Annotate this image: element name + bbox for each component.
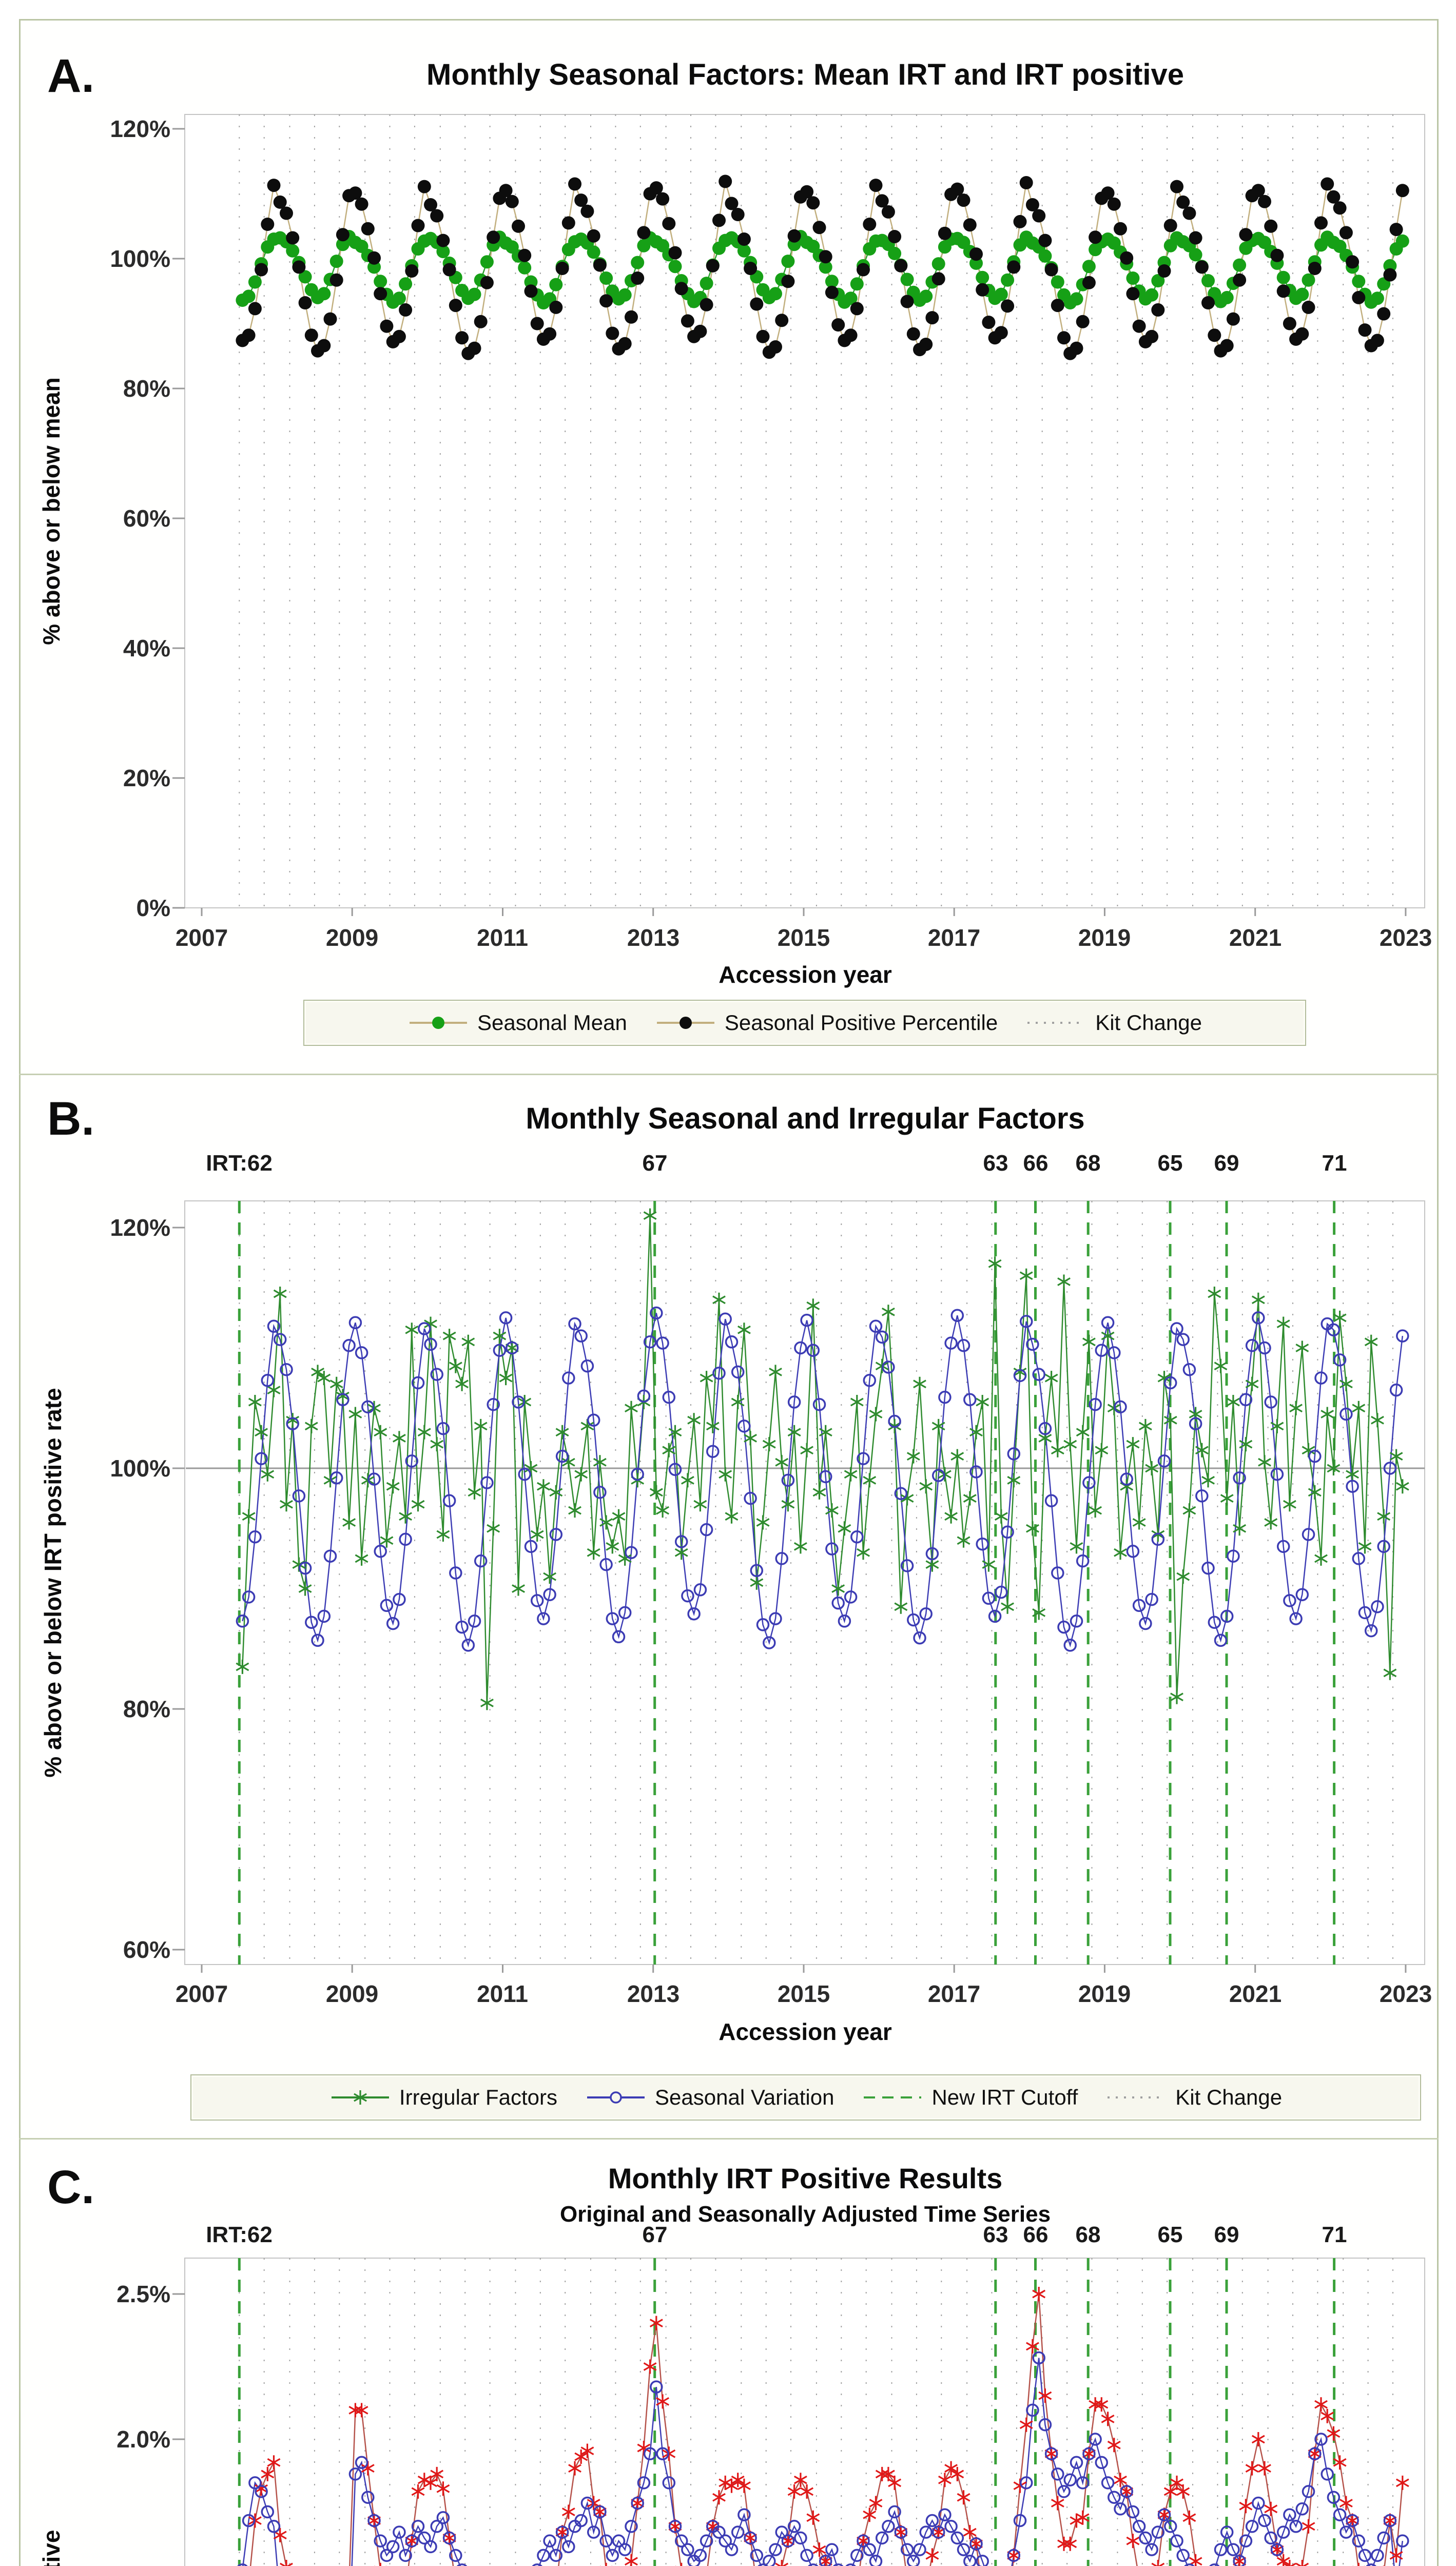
y-tick-label: 40% — [123, 635, 170, 662]
irt-cutoff-label: 63 — [983, 1151, 1008, 1176]
legend-label: Seasonal Mean — [477, 1010, 627, 1035]
legend-item-irregular-factors: Irregular Factors — [329, 2085, 557, 2110]
kit-change-line-icon — [1105, 2086, 1167, 2109]
legend-item-kit-change: Kit Change — [1105, 2085, 1282, 2110]
y-tick-label: 120% — [110, 115, 170, 142]
irt-cutoff-label: 63 — [983, 2222, 1008, 2247]
y-tick-label: 80% — [123, 1696, 170, 1722]
legend-label: Seasonal Variation — [655, 2085, 834, 2109]
panel-a-x-axis-title: Accession year — [719, 961, 892, 988]
panel-separator-bc — [19, 2138, 1439, 2140]
panel-c-letter: C. — [47, 2161, 94, 2213]
legend-item-seasonal-mean: Seasonal Mean — [407, 1010, 627, 1035]
x-tick-label: 2015 — [777, 1980, 830, 2007]
x-tick-label: 2013 — [627, 924, 680, 951]
x-tick-label: 2007 — [175, 1980, 228, 2007]
x-tick-label: 2021 — [1229, 1980, 1282, 2007]
panel-c-subtitle: Original and Seasonally Adjusted Time Se… — [559, 2202, 1051, 2227]
x-tick-label: 2009 — [325, 924, 379, 951]
y-tick-label: 2.0% — [117, 2426, 170, 2453]
panel-b-y-axis-title: % above or below IRT positive rate — [40, 1388, 66, 1778]
legend-label: New IRT Cutoff — [931, 2085, 1078, 2109]
y-tick-label: 80% — [123, 375, 170, 402]
legend-label: Kit Change — [1175, 2085, 1283, 2109]
legend-label: Irregular Factors — [399, 2085, 558, 2109]
panel-c-y-axis-title: Percent IRT Positive — [37, 2530, 65, 2566]
x-tick-label: 2019 — [1078, 924, 1131, 951]
irt-cutoff-label: 69 — [1214, 1151, 1239, 1176]
irt-cutoff-label: IRT:62 — [206, 1151, 273, 1176]
irt-cutoff-label: 66 — [1023, 2222, 1049, 2247]
irt-cutoff-label: 65 — [1157, 2222, 1183, 2247]
seasonal-mean-marker-icon — [407, 1011, 469, 1035]
legend-item-seasonal-positive-percentile: Seasonal Positive Percentile — [655, 1010, 998, 1035]
panel-b-title: Monthly Seasonal and Irregular Factors — [526, 1102, 1085, 1135]
y-tick-label: 100% — [110, 245, 170, 272]
new-irt-cutoff-line-icon — [862, 2086, 923, 2109]
irt-cutoff-label: 68 — [1075, 2222, 1101, 2247]
legend-label: Seasonal Positive Percentile — [724, 1010, 998, 1035]
seasonal-positive-percentile-marker-icon — [655, 1011, 716, 1035]
x-tick-label: 2011 — [477, 924, 528, 951]
panel-a-letter: A. — [47, 50, 94, 102]
panel-b-x-axis-title: Accession year — [719, 2018, 892, 2045]
irt-cutoff-label: IRT:62 — [206, 2222, 273, 2247]
x-tick-label: 2017 — [927, 1980, 981, 2007]
panel-a-y-axis-title: % above or below mean — [38, 377, 65, 645]
irt-cutoff-label: 67 — [642, 1151, 668, 1176]
x-tick-label: 2011 — [477, 1980, 528, 2007]
kit-change-line-icon — [1025, 1011, 1087, 1035]
y-tick-label: 60% — [123, 505, 170, 532]
irt-cutoff-label: 66 — [1023, 1151, 1049, 1176]
irt-cutoff-label: 69 — [1214, 2222, 1239, 2247]
panel-b-legend: Irregular Factors Seasonal Variation New… — [190, 2074, 1421, 2121]
x-tick-label: 2023 — [1379, 924, 1432, 951]
y-tick-label: 20% — [123, 765, 170, 791]
irt-cutoff-label: 71 — [1322, 2222, 1347, 2247]
seasonal-variation-marker-icon — [585, 2086, 647, 2109]
y-tick-label: 60% — [123, 1936, 170, 1963]
panel-separator-ab — [19, 1074, 1439, 1075]
irt-cutoff-label: 68 — [1075, 1151, 1101, 1176]
panel-c-title: Monthly IRT Positive Results — [608, 2162, 1003, 2194]
legend-item-seasonal-variation: Seasonal Variation — [585, 2085, 834, 2110]
irt-cutoff-label: 65 — [1157, 1151, 1183, 1176]
irregular-factors-marker-icon — [329, 2086, 391, 2109]
x-tick-label: 2015 — [777, 924, 830, 951]
x-tick-label: 2019 — [1078, 1980, 1131, 2007]
x-tick-label: 2009 — [325, 1980, 379, 2007]
y-tick-label: 100% — [110, 1455, 170, 1482]
legend-item-new-irt-cutoff: New IRT Cutoff — [862, 2085, 1078, 2110]
x-tick-label: 2021 — [1229, 924, 1282, 951]
panel-b-letter: B. — [47, 1093, 94, 1145]
x-tick-label: 2023 — [1379, 1980, 1432, 2007]
irt-cutoff-label: 71 — [1322, 1151, 1347, 1176]
legend-item-kit-change: Kit Change — [1025, 1010, 1202, 1035]
x-tick-label: 2013 — [627, 1980, 680, 2007]
legend-label: Kit Change — [1095, 1010, 1202, 1035]
panel-a-title: Monthly Seasonal Factors: Mean IRT and I… — [426, 58, 1184, 91]
y-tick-label: 2.5% — [117, 2281, 170, 2307]
panel-a-legend: Seasonal Mean Seasonal Positive Percenti… — [303, 1000, 1306, 1046]
x-tick-label: 2017 — [927, 924, 981, 951]
x-tick-label: 2007 — [175, 924, 228, 951]
y-tick-label: 120% — [110, 1214, 170, 1241]
y-tick-label: 0% — [136, 895, 170, 921]
irt-cutoff-label: 67 — [642, 2222, 668, 2247]
